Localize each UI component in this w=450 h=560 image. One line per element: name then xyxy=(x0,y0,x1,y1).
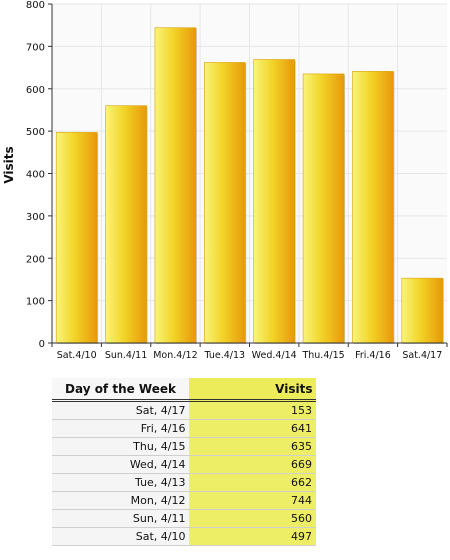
table-cell-visits: 641 xyxy=(189,419,316,438)
y-tick-label: 500 xyxy=(26,127,45,138)
bar[interactable] xyxy=(302,73,345,344)
bar-layer xyxy=(55,27,444,344)
x-tick-label: Sat.4/10 xyxy=(57,350,97,361)
table-cell-day: Mon, 4/12 xyxy=(52,491,190,510)
bar[interactable] xyxy=(204,62,246,344)
bar[interactable] xyxy=(253,59,295,344)
chart-svg: 0 100 200 300 400 500 600 700 800 Sat.4/10 Sun.4/1… xyxy=(2,0,448,361)
table-row: Wed, 4/14 669 xyxy=(52,455,316,474)
table-cell-visits: 560 xyxy=(189,509,316,528)
y-tick-label: 800 xyxy=(26,0,45,11)
table-cell-visits: 662 xyxy=(189,473,316,492)
table-cell-visits: 635 xyxy=(189,437,316,456)
visits-bar-chart: 0 100 200 300 400 500 600 700 800 Sat.4/10 Sun.4/1… xyxy=(2,0,448,361)
visits-table: Day of the Week Visits Sat, 4/17 153 Fri… xyxy=(52,378,316,546)
x-tick-label: Tue.4/13 xyxy=(204,350,246,361)
y-tick-label: 0 xyxy=(39,339,45,350)
table-cell-day: Sat, 4/10 xyxy=(52,527,190,546)
bar[interactable] xyxy=(154,27,197,344)
table-cell-day: Sun, 4/11 xyxy=(52,509,190,528)
table-cell-day: Thu, 4/15 xyxy=(52,437,190,456)
bar[interactable] xyxy=(55,132,98,344)
table-cell-visits: 669 xyxy=(189,455,316,474)
table-header-row: Day of the Week Visits xyxy=(52,378,316,402)
table-cell-visits: 153 xyxy=(189,400,316,420)
bar[interactable] xyxy=(352,71,394,344)
y-axis-title: Visits xyxy=(2,146,16,183)
table-row: Sat, 4/10 497 xyxy=(52,527,316,546)
y-tick-label: 300 xyxy=(26,212,45,223)
x-tick-label: Fri.4/16 xyxy=(355,350,391,361)
x-tick-label: Mon.4/12 xyxy=(153,350,197,361)
y-tick-label: 700 xyxy=(26,42,45,53)
x-tick-label: Sun.4/11 xyxy=(105,350,147,361)
x-tick-label: Sat.4/17 xyxy=(402,350,442,361)
column-header-day[interactable]: Day of the Week xyxy=(52,378,189,402)
column-header-visits[interactable]: Visits xyxy=(189,378,316,402)
bar[interactable] xyxy=(401,277,444,344)
y-tick-label: 400 xyxy=(26,170,45,181)
table-cell-day: Tue, 4/13 xyxy=(52,473,190,492)
x-tick-label: Thu.4/15 xyxy=(301,350,344,361)
x-tick-label: Wed.4/14 xyxy=(252,350,297,361)
table-cell-day: Sat, 4/17 xyxy=(52,400,190,420)
table-row: Mon, 4/12 744 xyxy=(52,491,316,510)
axis-layer: 0 100 200 300 400 500 600 700 800 Sat.4/10 Sun.4/1… xyxy=(26,0,448,361)
table-row: Tue, 4/13 662 xyxy=(52,473,316,492)
bar[interactable] xyxy=(105,105,147,344)
table-row: Sat, 4/17 153 xyxy=(52,400,316,420)
y-tick-label: 600 xyxy=(26,85,45,96)
table-cell-day: Fri, 4/16 xyxy=(52,419,190,438)
table-cell-day: Wed, 4/14 xyxy=(52,455,190,474)
table-row: Fri, 4/16 641 xyxy=(52,419,316,438)
table-cell-visits: 497 xyxy=(189,527,316,546)
table-row: Sun, 4/11 560 xyxy=(52,509,316,528)
table-cell-visits: 744 xyxy=(189,491,316,510)
table-row: Thu, 4/15 635 xyxy=(52,437,316,456)
y-tick-label: 200 xyxy=(26,254,45,265)
y-tick-label: 100 xyxy=(26,297,45,308)
